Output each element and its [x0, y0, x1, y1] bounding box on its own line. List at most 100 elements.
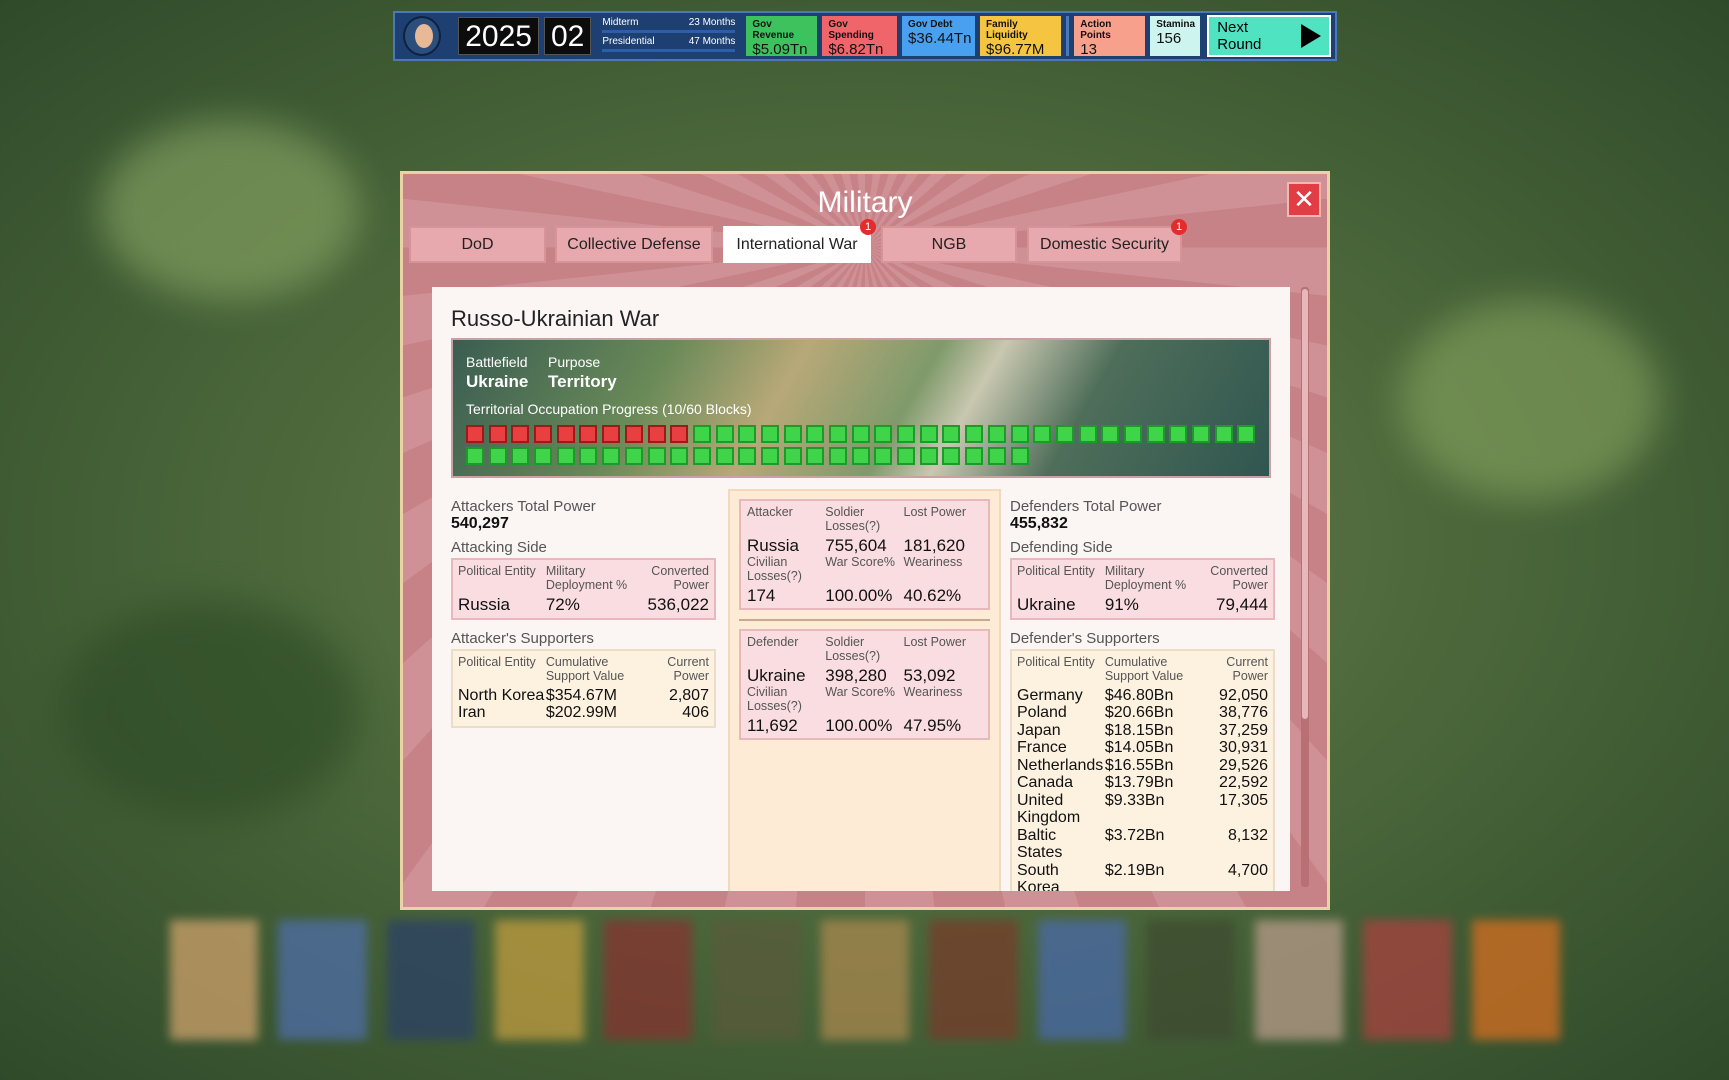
stat[interactable]: Family Liquidity $96.77M [980, 16, 1062, 58]
label: Next Round [1217, 19, 1262, 53]
field-label: Civilian Losses(?) [747, 684, 802, 713]
block [602, 425, 621, 443]
tab[interactable]: NGB [881, 226, 1017, 263]
field-value: 398,280 [825, 666, 887, 685]
field-value: 755,604 [825, 536, 887, 555]
column-header: Current Power [667, 654, 709, 683]
cell: North Korea [458, 686, 545, 704]
cell: 536,022 [647, 595, 709, 614]
cell: Canada [1017, 774, 1074, 791]
block [556, 447, 575, 465]
row: United Kingdom $9.33Bn 17,305 [1017, 792, 1268, 827]
block [965, 447, 984, 465]
column-header: Cumulative Support Value [1104, 654, 1184, 683]
block [897, 425, 916, 443]
block [670, 447, 689, 465]
military-modal: Military ✕ DoD Collective Defense Intern… [400, 171, 1330, 910]
label: Stamina [1156, 19, 1196, 30]
row: Germany $46.80Bn 92,050 [1017, 687, 1268, 705]
modal-title: Military [817, 186, 913, 219]
row: Civilian Losses(?) War Score% Weariness [747, 555, 982, 587]
block [1214, 425, 1233, 443]
block [556, 425, 575, 443]
value: 23 Months [688, 17, 736, 28]
tab[interactable]: Domestic Security 1 [1027, 219, 1187, 263]
row: Baltic States $3.72Bn 8,132 [1017, 827, 1268, 862]
stat[interactable]: Gov Spending $6.82Tn [822, 16, 898, 58]
progress-blocks [466, 425, 1266, 469]
block [488, 425, 507, 443]
cell: $18.15Bn [1104, 721, 1174, 739]
row: Ukraine 398,280 53,092 [747, 667, 982, 685]
block [624, 425, 643, 443]
stat[interactable]: Gov Debt $36.44Tn [902, 16, 976, 56]
row: Political Entity Cumulative Support Value… [1017, 655, 1268, 687]
value: Territory [548, 372, 617, 391]
block [738, 425, 757, 443]
block [579, 447, 598, 465]
block [829, 447, 847, 465]
war-summary: Attacker Soldier Losses(?) Lost Power Russi… [728, 489, 1001, 891]
block [851, 447, 870, 465]
stat[interactable]: Action Points 13 [1074, 16, 1146, 58]
field-value: 40.62% [903, 585, 962, 605]
next-round-button[interactable]: Next Round [1207, 15, 1331, 57]
row: Iran $202.99M 406 [458, 704, 709, 722]
label: Gov Revenue [752, 19, 795, 41]
cell: Poland [1017, 704, 1067, 721]
block [851, 425, 870, 443]
cell: $9.33Bn [1104, 791, 1165, 809]
tab[interactable]: International War 1 [723, 219, 876, 263]
field-value: 100.00% [825, 585, 893, 605]
section-label: Attacker's Supporters [451, 629, 594, 647]
block [534, 425, 553, 443]
background [1400, 300, 1660, 500]
field-label: Weariness [903, 554, 963, 569]
cell: $202.99M [545, 704, 618, 721]
column-header: Political Entity [458, 654, 536, 669]
block [1010, 425, 1029, 443]
table: Political Entity Cumulative Support Value… [1010, 648, 1275, 891]
block [942, 447, 961, 465]
field-label: Weariness [903, 684, 963, 699]
stat[interactable]: Gov Revenue $5.09Tn [746, 16, 818, 58]
field-label: Lost Power [903, 635, 967, 649]
block [1010, 447, 1029, 465]
stat[interactable]: Stamina 156 [1150, 16, 1201, 56]
cell: 72% [545, 595, 580, 614]
background [60, 600, 360, 820]
field-value: Ukraine [747, 666, 806, 685]
cell: Russia [458, 595, 510, 614]
year: 2025 [458, 17, 539, 55]
field-label: War Score% [825, 554, 895, 569]
cell: 92,050 [1219, 686, 1268, 704]
column-header: Converted Power [651, 564, 709, 592]
close-button[interactable]: ✕ [1287, 182, 1321, 217]
row: Civilian Losses(?) War Score% Weariness [747, 685, 982, 717]
attacker-card: Attacker Soldier Losses(?) Lost Power Russi… [739, 499, 990, 610]
value: Ukraine [466, 372, 529, 391]
tab-label: Collective Defense [567, 236, 701, 253]
label: Action Points [1080, 19, 1112, 41]
scrollbar[interactable] [1301, 287, 1309, 887]
block [738, 447, 757, 465]
month: 02 [543, 17, 592, 55]
row: Russia 755,604 181,620 [747, 537, 982, 555]
block [692, 447, 711, 465]
block [488, 447, 507, 465]
row: Attacker Soldier Losses(?) Lost Power [747, 505, 982, 537]
value: $96.77M [986, 41, 1045, 58]
tab[interactable]: Collective Defense [555, 226, 713, 263]
row: Political Entity Military Deployment % Con… [458, 564, 709, 596]
tab[interactable]: DoD [409, 226, 546, 263]
field-label: Defender [747, 635, 799, 649]
field-label: War Score% [825, 684, 895, 699]
avatar[interactable] [403, 16, 442, 56]
cell: Iran [458, 704, 486, 721]
divider [1066, 16, 1070, 56]
cell: 30,931 [1219, 739, 1268, 756]
cell: 22,592 [1219, 774, 1268, 791]
block [602, 447, 621, 465]
cell: 79,444 [1215, 595, 1268, 614]
